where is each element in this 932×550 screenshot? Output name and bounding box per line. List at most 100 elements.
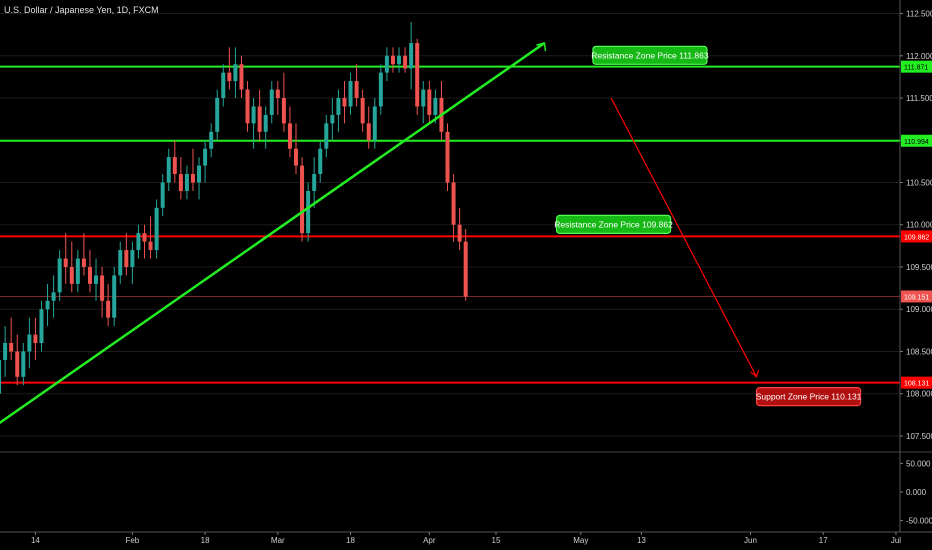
downtrend-arrow [610,97,758,378]
candle-body [166,157,171,183]
candle-body [427,89,432,115]
candle-body [160,182,165,208]
price-tag [901,60,932,73]
candle-body [366,123,371,141]
price-tag-label: 110.994 [904,139,929,146]
y-tick-label: 109.000 [906,305,932,314]
zone-label-text: Resistance Zone Price 111.863 [591,50,709,60]
lower-tick-label: -50.000 [906,517,932,526]
candle-body [287,123,292,149]
candle-body [306,190,311,234]
candle-body [209,131,214,149]
candle-body [239,64,244,90]
candle-body [100,275,105,301]
candle-body [45,300,50,310]
x-tick-label: 18 [346,536,355,545]
candle-body [106,300,111,318]
candle-body [57,258,62,293]
candle-body [384,55,389,73]
x-tick-label: 17 [819,536,828,545]
x-tick-label: Feb [125,536,139,545]
y-tick-label: 110.000 [906,221,932,230]
x-tick-label: 14 [31,536,40,545]
candle-body [87,266,92,284]
drawings-layer [0,42,760,425]
y-tick-label: 111.500 [906,94,932,103]
candle-body [451,182,456,225]
candle-body [463,241,468,297]
candle-body [390,55,395,65]
candle-body [300,165,305,234]
candle-body [233,64,238,82]
candle-body [130,250,135,267]
candle-body [433,98,438,115]
candle-body [124,250,129,267]
grid-layer [0,13,900,437]
candle-body [33,334,38,344]
x-tick-label: 15 [492,536,501,545]
candle-body [3,343,8,360]
price-tag [901,134,932,147]
candle-body [354,81,359,99]
x-tick-label: May [573,536,588,545]
candle-body [136,233,141,251]
candle-body [251,106,256,124]
candle-body [0,359,2,394]
candle-body [39,309,44,344]
candle-body [342,98,347,107]
candle-body [21,351,26,377]
candle-body [378,72,383,107]
candle-body [227,72,232,82]
candle-body [9,343,14,352]
x-tick-label: 13 [637,536,646,545]
price-tag [901,230,932,243]
candle-body [190,174,195,183]
candle-body [142,233,147,242]
y-tick-label: 109.500 [906,263,932,272]
uptrend-arrowhead [536,42,547,52]
candle-body [294,148,298,166]
zone-label-text: Support Zone Price 110.131 [756,392,862,402]
zone-label-box [555,214,672,234]
price-tag-label: 109.862 [904,234,929,241]
lower-tick-label: 50.000 [906,459,931,468]
candle-body [421,89,426,107]
candle-body [51,292,56,301]
candle-body [15,351,20,377]
downtrend-arrowhead [750,369,760,378]
candle-body [281,98,286,124]
y-tick-label: 108.000 [906,390,932,399]
candle-body [324,123,329,149]
candles-layer [0,21,468,394]
price-tag [901,376,932,389]
zone-label-box [592,45,708,65]
candle-body [215,98,220,132]
candle-body [312,174,317,191]
candle-body [172,157,177,175]
candle-body [257,106,262,132]
candle-body [397,55,402,65]
x-tick-label: Jul [891,536,901,545]
candle-body [118,250,123,276]
candle-body [148,241,153,251]
candle-body [112,275,117,318]
candle-body [63,258,68,267]
x-tick-label: Mar [271,536,285,545]
uptrend-line [0,42,546,425]
zone-labels-layer: Resistance Zone Price 111.863 Resistance … [554,45,862,407]
zone-label-text: Resistance Zone Price 109.862 [554,219,673,229]
y-tick-label: 110.500 [906,178,932,187]
horizontal-lines-layer [0,65,900,384]
candle-body [197,165,202,183]
candle-body [372,106,377,141]
last-price-label: 109.151 [904,294,929,301]
price-tag-label: 108.131 [904,381,929,388]
candle-body [330,114,335,124]
candle-body [318,148,323,175]
x-tick-label: 18 [201,536,210,545]
zone-label-box [755,387,862,407]
candle-body [81,258,86,267]
